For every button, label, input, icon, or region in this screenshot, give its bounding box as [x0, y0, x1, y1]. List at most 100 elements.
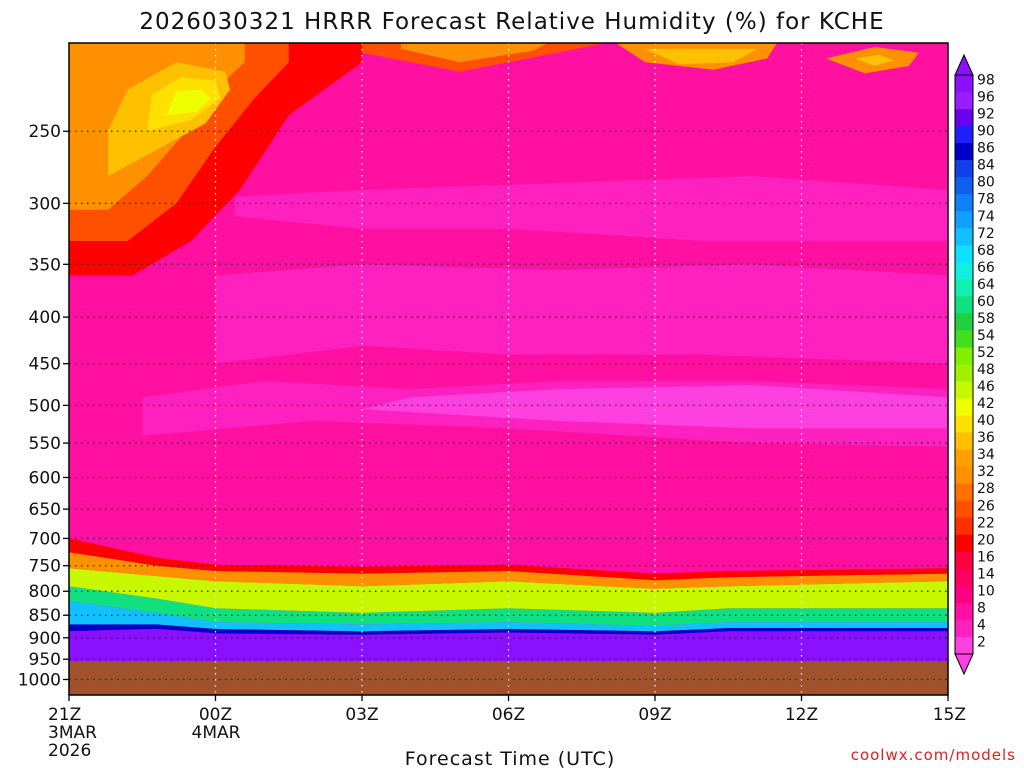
- colorbar-swatch: [955, 330, 973, 348]
- colorbar-label: 48: [977, 362, 995, 378]
- x-tick-sublabel: 4MAR: [192, 723, 241, 743]
- colorbar-label: 46: [977, 379, 995, 395]
- rh-contour-2: [362, 385, 948, 429]
- colorbar-label: 40: [977, 413, 995, 429]
- colorbar-swatch: [955, 534, 973, 553]
- colorbar: 9896929086848078747268666460585452484642…: [954, 53, 995, 676]
- colorbar-swatch: [955, 364, 973, 383]
- colorbar-label: 78: [977, 192, 995, 208]
- colorbar-label: 4: [977, 617, 986, 633]
- y-tick-label: 450: [29, 355, 61, 375]
- y-tick-label: 950: [29, 650, 61, 670]
- colorbar-swatch: [955, 211, 973, 229]
- colorbar-label: 16: [977, 549, 995, 565]
- colorbar-swatch: [955, 228, 973, 246]
- surface-terrain: [69, 661, 948, 695]
- y-tick-label: 700: [29, 529, 61, 549]
- colorbar-label: 36: [977, 430, 995, 446]
- colorbar-swatch: [955, 619, 973, 638]
- colorbar-label: 64: [977, 277, 995, 293]
- y-tick-label: 550: [29, 434, 61, 454]
- colorbar-swatch: [955, 92, 973, 110]
- colorbar-swatch: [955, 466, 973, 485]
- colorbar-label: 68: [977, 243, 995, 259]
- y-tick-label: 650: [29, 500, 61, 520]
- colorbar-swatch: [955, 551, 973, 570]
- y-tick-label: 900: [29, 629, 61, 649]
- colorbar-label: 8: [977, 600, 986, 616]
- x-tick-label: 21Z: [48, 705, 81, 725]
- colorbar-swatch: [955, 177, 973, 195]
- colorbar-swatch: [955, 109, 973, 127]
- colorbar-label: 60: [977, 294, 995, 310]
- colorbar-swatch: [955, 602, 973, 621]
- colorbar-label: 52: [977, 345, 995, 361]
- colorbar-top-arrow: [954, 53, 974, 76]
- colorbar-swatch: [955, 449, 973, 468]
- x-tick-label: 09Z: [638, 705, 671, 725]
- colorbar-swatch: [955, 245, 973, 263]
- colorbar-label: 54: [977, 328, 995, 344]
- colorbar-label: 22: [977, 515, 995, 531]
- rh-contour-36: [855, 54, 895, 66]
- colorbar-swatch: [955, 160, 973, 178]
- colorbar-label: 98: [977, 73, 995, 89]
- rh-band-98: [69, 628, 948, 662]
- y-tick-label: 500: [29, 396, 61, 416]
- colorbar-swatch: [955, 296, 973, 314]
- plot-area: [68, 42, 949, 696]
- rh-contour-4: [235, 176, 948, 241]
- rh-band-86: [69, 624, 948, 635]
- colorbar-label: 72: [977, 226, 995, 242]
- colorbar-swatch: [955, 500, 973, 519]
- colorbar-swatch: [955, 483, 973, 502]
- x-tick-label: 15Z: [933, 705, 966, 725]
- x-tick-label: 03Z: [345, 705, 378, 725]
- x-tick-sublabel: 3MAR: [48, 723, 97, 743]
- colorbar-label: 10: [977, 583, 995, 599]
- x-axis-label: Forecast Time (UTC): [405, 748, 615, 768]
- colorbar-swatch: [955, 517, 973, 536]
- rh-contour-42: [166, 89, 211, 116]
- colorbar-label: 32: [977, 464, 995, 480]
- y-tick-label: 1000: [18, 670, 61, 690]
- colorbar-swatch: [955, 568, 973, 587]
- colorbar-label: 28: [977, 481, 995, 497]
- colorbar-swatch: [955, 194, 973, 212]
- colorbar-swatch: [955, 398, 973, 417]
- colorbar-label: 42: [977, 396, 995, 412]
- colorbar-label: 26: [977, 498, 995, 514]
- rh-contour-36: [645, 48, 758, 65]
- colorbar-label: 20: [977, 532, 995, 548]
- rh-contour-8: [69, 420, 948, 539]
- y-tick-label: 800: [29, 582, 61, 602]
- y-axis: 250 300 350 400 450 500 550 600 650 700 750 800 850 9…: [18, 122, 69, 690]
- colorbar-frame: [954, 74, 974, 655]
- rh-band-46: [69, 568, 948, 613]
- rh-band-60: [69, 586, 948, 626]
- colorbar-swatch: [955, 585, 973, 604]
- colorbar-swatch: [955, 313, 973, 331]
- colorbar-label: 84: [977, 158, 995, 174]
- colorbar-label: 92: [977, 107, 995, 123]
- y-tick-label: 250: [29, 122, 61, 142]
- colorbar-label: 86: [977, 141, 995, 157]
- colorbar-bottom-arrow: [954, 653, 974, 676]
- colorbar-label: 90: [977, 124, 995, 140]
- chart-title: 2026030321 HRRR Forecast Relative Humidi…: [139, 9, 884, 35]
- x-tick-sublabel: 2026: [48, 741, 91, 761]
- colorbar-swatch: [955, 432, 973, 451]
- colorbar-swatch: [955, 636, 973, 655]
- colorbar-swatch: [955, 347, 973, 365]
- rh-band-20: [69, 538, 948, 581]
- rh-band-72: [69, 601, 948, 632]
- colorbar-swatch: [955, 279, 973, 297]
- colorbar-label: 74: [977, 209, 995, 225]
- credit-text: coolwx.com/models: [851, 746, 1016, 764]
- colorbar-swatch: [955, 262, 973, 280]
- colorbar-label: 80: [977, 175, 995, 191]
- colorbar-label: 96: [977, 90, 995, 106]
- y-tick-label: 350: [29, 255, 61, 275]
- colorbar-swatch: [955, 126, 973, 144]
